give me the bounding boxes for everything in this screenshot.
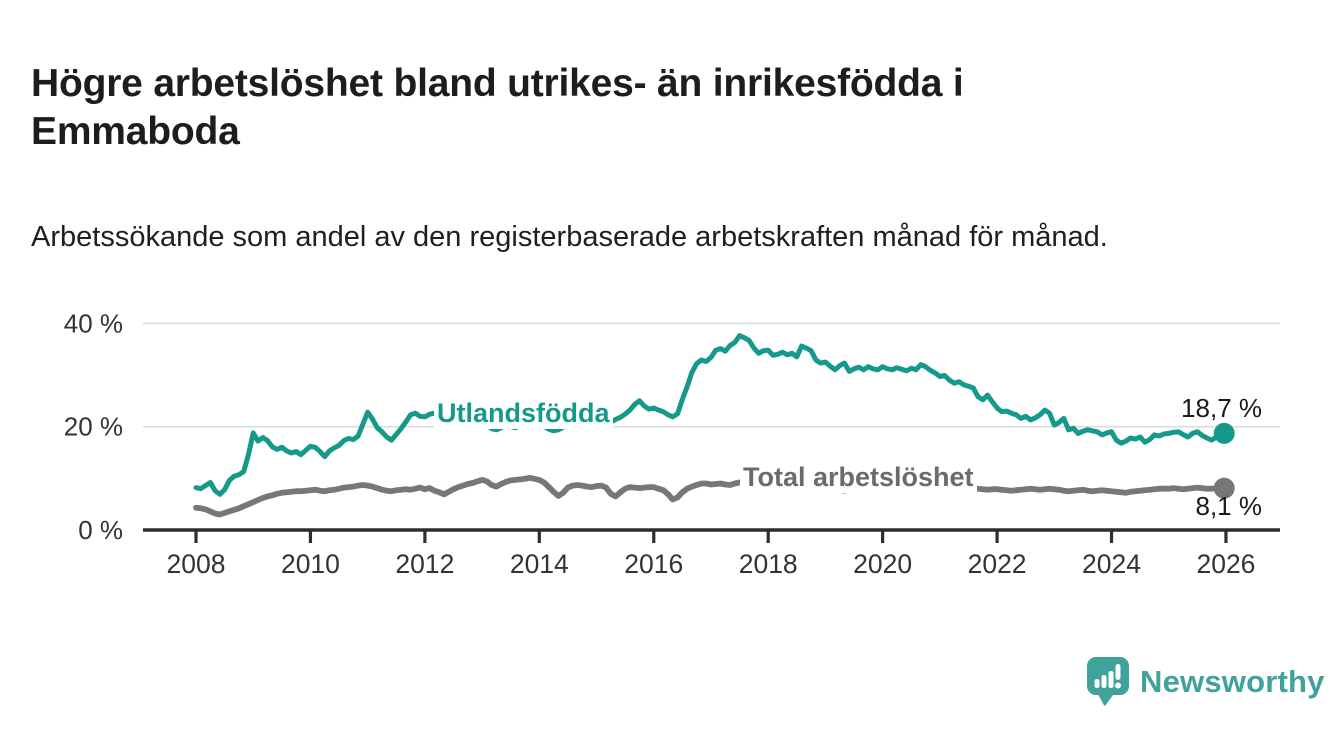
x-axis-tick-label: 2016: [624, 549, 683, 579]
chart-title: Högre arbetslöshet bland utrikes- än inr…: [31, 62, 964, 154]
x-axis-tick-label: 2012: [395, 549, 454, 579]
series-label-utlandsfodda: Utlandsfödda: [434, 398, 613, 429]
x-axis-tick-label: 2026: [1196, 549, 1255, 579]
x-axis-tick-label: 2018: [739, 549, 798, 579]
chart-subtitle: Arbetssökande som andel av den registerb…: [31, 221, 1108, 253]
end-dot: [1213, 422, 1235, 444]
newsworthy-logo: Newsworthy: [1086, 656, 1325, 708]
x-axis-tick-label: 2010: [281, 549, 340, 579]
x-axis-tick-label: 2020: [853, 549, 912, 579]
end-value-label-utlandsfodda: 18,7 %: [1181, 393, 1262, 423]
series-line-total: [193, 474, 1225, 518]
x-axis-tick-label: 2022: [968, 549, 1027, 579]
y-axis-tick-label: 0 %: [78, 515, 123, 545]
series-label-total-arbetsloshet: Total arbetslöshet: [740, 462, 977, 493]
end-value-label-total: 8,1 %: [1195, 491, 1263, 521]
newsworthy-wordmark: Newsworthy: [1140, 664, 1325, 699]
x-axis-tick-label: 2014: [510, 549, 569, 579]
x-axis-tick-label: 2008: [167, 549, 226, 579]
newsworthy-logo-icon: [1087, 657, 1129, 706]
series-line-utlandsfodda: [193, 333, 1224, 497]
y-axis-tick-label: 20 %: [64, 412, 123, 442]
y-axis-tick-label: 40 %: [64, 308, 123, 338]
x-axis-tick-label: 2024: [1082, 549, 1141, 579]
